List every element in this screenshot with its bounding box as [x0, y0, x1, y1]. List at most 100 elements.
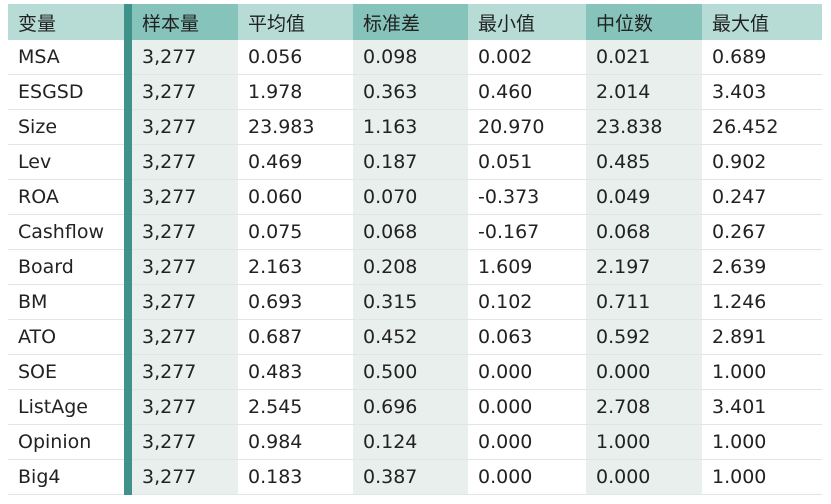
header-cell: 中位数	[586, 4, 702, 40]
row-label: BM	[8, 284, 132, 320]
header-cell: 平均值	[238, 4, 353, 40]
cell: 1.978	[238, 74, 353, 110]
row-label: Lev	[8, 144, 132, 180]
table-row: ROA 3,277 0.060 0.070 -0.373 0.049 0.247	[8, 179, 822, 215]
row-label: ESGSD	[8, 74, 132, 110]
cell: 0.500	[353, 354, 468, 390]
table-row: ATO 3,277 0.687 0.452 0.063 0.592 2.891	[8, 319, 822, 355]
cell: 3,277	[128, 109, 238, 145]
cell: 3,277	[128, 179, 238, 215]
cell: 1.246	[702, 284, 822, 320]
table-row: Big4 3,277 0.183 0.387 0.000 0.000 1.000	[8, 459, 822, 495]
cell: 0.000	[468, 459, 586, 495]
cell: 3,277	[128, 319, 238, 355]
cell: 0.002	[468, 40, 586, 75]
cell: 0.693	[238, 284, 353, 320]
cell: 3,277	[128, 354, 238, 390]
cell: 3,277	[128, 459, 238, 495]
cell: 26.452	[702, 109, 822, 145]
cell: 0.267	[702, 214, 822, 250]
cell: 0.460	[468, 74, 586, 110]
cell: 0.315	[353, 284, 468, 320]
header-cell: 样本量	[128, 4, 238, 40]
cell: 0.124	[353, 424, 468, 460]
cell: 0.711	[586, 284, 702, 320]
cell: 1.000	[702, 424, 822, 460]
cell: 0.592	[586, 319, 702, 355]
row-label: Board	[8, 249, 132, 285]
header-cell: 最小值	[468, 4, 586, 40]
cell: 3,277	[128, 389, 238, 425]
cell: 2.708	[586, 389, 702, 425]
cell: -0.373	[468, 179, 586, 215]
cell: 0.000	[468, 389, 586, 425]
cell: 0.070	[353, 179, 468, 215]
cell: 0.000	[586, 354, 702, 390]
row-label: Cashflow	[8, 214, 132, 250]
cell: 1.609	[468, 249, 586, 285]
cell: 0.021	[586, 40, 702, 75]
row-label: Opinion	[8, 424, 132, 460]
cell: 0.098	[353, 40, 468, 75]
cell: 3,277	[128, 284, 238, 320]
cell: 0.485	[586, 144, 702, 180]
table-row: Size 3,277 23.983 1.163 20.970 23.838 26.452	[8, 109, 822, 145]
cell: 3,277	[128, 424, 238, 460]
cell: 0.060	[238, 179, 353, 215]
cell: 0.000	[586, 459, 702, 495]
row-label: ATO	[8, 319, 132, 355]
cell: 1.000	[702, 354, 822, 390]
cell: 2.639	[702, 249, 822, 285]
cell: 0.049	[586, 179, 702, 215]
cell: 20.970	[468, 109, 586, 145]
cell: 2.014	[586, 74, 702, 110]
cell: 0.063	[468, 319, 586, 355]
table-row: MSA 3,277 0.056 0.098 0.002 0.021 0.689	[8, 40, 822, 75]
table-row: Board 3,277 2.163 0.208 1.609 2.197 2.639	[8, 249, 822, 285]
cell: 0.363	[353, 74, 468, 110]
stats-table: 变量 样本量 平均值 标准差 最小值 中位数 最大值 MSA 3,277 0.056 0.098 0…	[8, 4, 822, 495]
cell: 3,277	[128, 40, 238, 75]
header-row: 变量 样本量 平均值 标准差 最小值 中位数 最大值	[8, 4, 822, 40]
header-cell: 变量	[8, 4, 132, 40]
cell: 0.687	[238, 319, 353, 355]
row-label: Size	[8, 109, 132, 145]
cell: 0.902	[702, 144, 822, 180]
cell: 0.187	[353, 144, 468, 180]
cell: 0.469	[238, 144, 353, 180]
cell: 0.068	[586, 214, 702, 250]
cell: 23.983	[238, 109, 353, 145]
cell: 0.689	[702, 40, 822, 75]
table-row: Opinion 3,277 0.984 0.124 0.000 1.000 1.000	[8, 424, 822, 460]
cell: 0.387	[353, 459, 468, 495]
cell: 2.891	[702, 319, 822, 355]
cell: 2.545	[238, 389, 353, 425]
row-label: ListAge	[8, 389, 132, 425]
row-label: MSA	[8, 40, 132, 75]
table-row: ListAge 3,277 2.545 0.696 0.000 2.708 3.401	[8, 389, 822, 425]
row-label: ROA	[8, 179, 132, 215]
cell: 3.403	[702, 74, 822, 110]
cell: 3.401	[702, 389, 822, 425]
table-row: ESGSD 3,277 1.978 0.363 0.460 2.014 3.403	[8, 74, 822, 110]
cell: 23.838	[586, 109, 702, 145]
cell: 3,277	[128, 144, 238, 180]
cell: 0.102	[468, 284, 586, 320]
cell: -0.167	[468, 214, 586, 250]
table-body: MSA 3,277 0.056 0.098 0.002 0.021 0.689 ESGSD 3,…	[8, 40, 822, 495]
cell: 0.068	[353, 214, 468, 250]
cell: 0.051	[468, 144, 586, 180]
cell: 0.056	[238, 40, 353, 75]
cell: 0.483	[238, 354, 353, 390]
cell: 0.000	[468, 424, 586, 460]
table-row: SOE 3,277 0.483 0.500 0.000 0.000 1.000	[8, 354, 822, 390]
table-row: Lev 3,277 0.469 0.187 0.051 0.485 0.902	[8, 144, 822, 180]
header-cell: 标准差	[353, 4, 468, 40]
cell: 0.075	[238, 214, 353, 250]
cell: 0.183	[238, 459, 353, 495]
cell: 0.247	[702, 179, 822, 215]
cell: 3,277	[128, 74, 238, 110]
cell: 0.000	[468, 354, 586, 390]
cell: 2.197	[586, 249, 702, 285]
